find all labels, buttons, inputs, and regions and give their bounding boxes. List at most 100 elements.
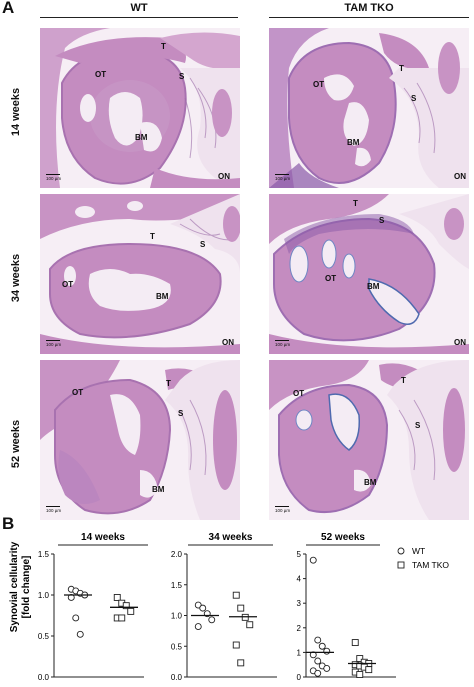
y-tick-label: 1.5 bbox=[38, 550, 50, 559]
y-tick-label: 1.0 bbox=[171, 612, 183, 621]
chart-title: 34 weeks bbox=[209, 532, 253, 543]
data-point-tam-tko bbox=[232, 641, 240, 649]
data-point-tam-tko bbox=[365, 666, 373, 674]
column-header-wt: WT bbox=[130, 2, 148, 14]
data-point-tam-tko bbox=[232, 591, 240, 599]
synovial-cellularity-charts: Synovial cellularity [fold change] 14 week… bbox=[9, 532, 449, 682]
chart-title: 52 weeks bbox=[321, 532, 365, 543]
label-t: T bbox=[161, 42, 166, 51]
data-point-wt bbox=[314, 669, 322, 677]
legend-marker-wt bbox=[397, 547, 405, 555]
label-s: S bbox=[200, 240, 206, 249]
label-ot: OT bbox=[313, 80, 325, 89]
y-tick-label: 2 bbox=[297, 624, 302, 633]
label-s: S bbox=[179, 72, 185, 81]
data-point-tam-tko bbox=[356, 655, 364, 663]
data-point-wt bbox=[72, 614, 80, 622]
label-t: T bbox=[399, 64, 404, 73]
histology-image bbox=[269, 194, 469, 354]
y-axis-label-line-1: Synovial cellularity bbox=[9, 541, 20, 632]
micrograph-wt-34-weeks: OT T S BM ON 100 µm bbox=[40, 194, 240, 354]
y-tick-label: 1.5 bbox=[171, 581, 183, 590]
micrograph-wt-14-weeks: OT T S BM ON 100 µm bbox=[40, 28, 240, 188]
histology-image bbox=[269, 28, 469, 188]
label-ot: OT bbox=[325, 274, 337, 283]
chart-title: 14 weeks bbox=[81, 532, 125, 543]
label-bm: BM bbox=[367, 282, 380, 291]
data-point-wt bbox=[208, 616, 216, 624]
histology-image bbox=[40, 28, 240, 188]
data-point-tam-tko bbox=[118, 614, 126, 622]
y-tick-label: 1.0 bbox=[38, 591, 50, 600]
column-rule-wt bbox=[40, 17, 238, 18]
data-point-tam-tko bbox=[237, 604, 245, 612]
label-s: S bbox=[379, 216, 385, 225]
histology-image bbox=[269, 360, 469, 520]
label-bm: BM bbox=[152, 485, 165, 494]
data-point-wt bbox=[323, 664, 331, 672]
data-point-tam-tko bbox=[113, 594, 121, 601]
histology-image bbox=[40, 360, 240, 520]
data-point-tam-tko bbox=[127, 607, 135, 615]
micrograph-tko-14-weeks: OT T S BM ON 100 µm bbox=[269, 28, 469, 188]
panel-b-letter: B bbox=[2, 514, 15, 533]
data-point-wt bbox=[76, 630, 84, 638]
y-tick-label: 4 bbox=[297, 575, 302, 584]
scale-bar: 100 µm bbox=[46, 174, 62, 181]
label-t: T bbox=[150, 232, 155, 241]
y-tick-label: 0.0 bbox=[38, 673, 50, 682]
label-s: S bbox=[178, 409, 184, 418]
data-point-tam-tko bbox=[246, 621, 254, 629]
data-point-wt bbox=[318, 642, 326, 650]
data-point-wt bbox=[314, 657, 322, 665]
legend-label: TAM TKO bbox=[412, 560, 449, 570]
scale-bar: 100 µm bbox=[46, 340, 62, 347]
label-t: T bbox=[401, 376, 406, 385]
label-s: S bbox=[415, 421, 421, 430]
y-tick-label: 5 bbox=[297, 550, 302, 559]
data-point-tam-tko bbox=[237, 659, 245, 667]
y-tick-label: 3 bbox=[297, 599, 302, 608]
label-bm: BM bbox=[156, 292, 169, 301]
scale-bar: 100 µm bbox=[275, 174, 291, 181]
micrograph-tko-34-weeks: OT T S BM ON 100 µm bbox=[269, 194, 469, 354]
label-on: ON bbox=[218, 172, 230, 181]
row-label-34-weeks: 34 weeks bbox=[10, 253, 22, 303]
data-point-wt bbox=[199, 604, 207, 612]
data-point-wt bbox=[194, 623, 202, 631]
label-bm: BM bbox=[135, 133, 148, 142]
label-ot: OT bbox=[95, 70, 107, 79]
label-bm: BM bbox=[364, 478, 377, 487]
label-t: T bbox=[166, 379, 171, 388]
y-tick-label: 0.5 bbox=[171, 642, 183, 651]
y-tick-label: 2.0 bbox=[171, 550, 183, 559]
scale-bar: 100 µm bbox=[46, 506, 62, 513]
data-point-tam-tko bbox=[356, 671, 364, 678]
micrograph-wt-52-weeks: OT T S BM 100 µm bbox=[40, 360, 240, 520]
column-rule-tam-tko bbox=[269, 17, 469, 18]
legend-label: WT bbox=[412, 546, 425, 556]
label-ot: OT bbox=[72, 388, 84, 397]
histology-image bbox=[40, 194, 240, 354]
data-point-tam-tko bbox=[351, 639, 359, 647]
label-t: T bbox=[353, 199, 358, 208]
micrograph-tko-52-weeks: OT T S BM 100 µm bbox=[269, 360, 469, 520]
label-ot: OT bbox=[293, 389, 305, 398]
data-point-tam-tko bbox=[122, 602, 130, 610]
legend-marker-tam-tko bbox=[397, 561, 405, 569]
panel-a-letter: A bbox=[2, 0, 15, 17]
scale-bar: 100 µm bbox=[275, 340, 291, 347]
label-ot: OT bbox=[62, 280, 74, 289]
y-tick-label: 0 bbox=[297, 673, 302, 682]
label-on: ON bbox=[454, 338, 466, 347]
label-s: S bbox=[411, 94, 417, 103]
label-bm: BM bbox=[347, 138, 360, 147]
data-point-wt bbox=[314, 636, 322, 644]
data-point-wt bbox=[323, 647, 331, 655]
data-point-wt bbox=[309, 556, 317, 564]
row-label-14-weeks: 14 weeks bbox=[10, 87, 22, 137]
label-on: ON bbox=[222, 338, 234, 347]
y-tick-label: 0.5 bbox=[38, 632, 50, 641]
column-header-tam-tko: TAM TKO bbox=[344, 2, 394, 14]
y-tick-label: 1 bbox=[297, 648, 302, 657]
